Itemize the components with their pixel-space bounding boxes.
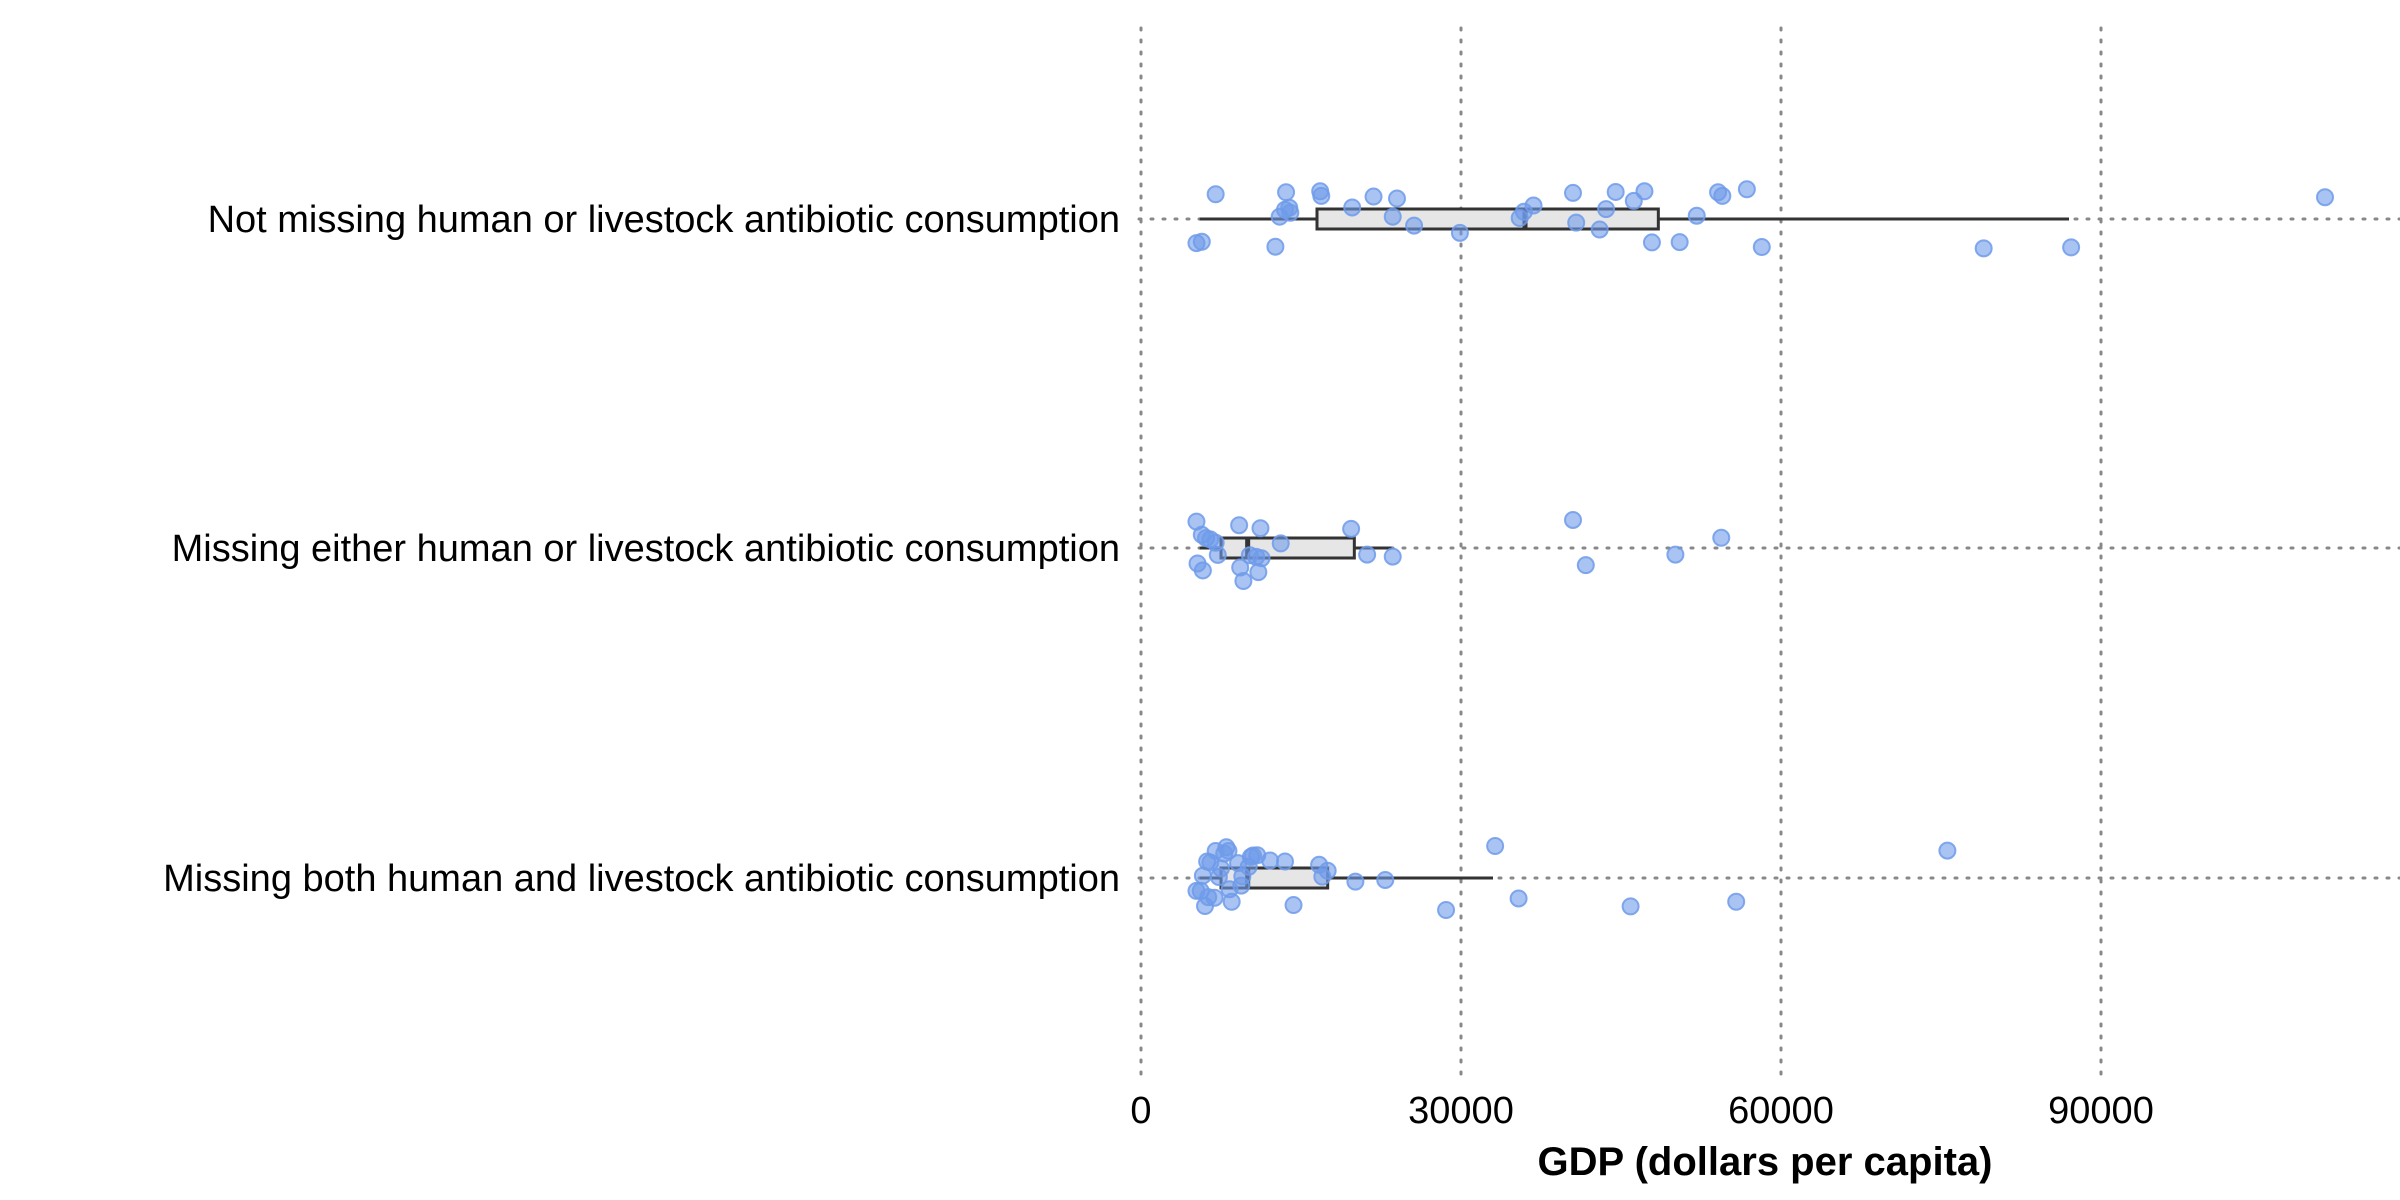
- data-point: [1452, 225, 1468, 241]
- x-axis-title: GDP (dollars per capita): [1538, 1140, 1993, 1184]
- data-point: [1526, 197, 1542, 213]
- data-point: [1194, 234, 1210, 250]
- data-point: [1754, 239, 1770, 255]
- data-point: [1377, 872, 1393, 888]
- data-point: [1282, 205, 1298, 221]
- data-point: [1511, 890, 1527, 906]
- data-point: [1254, 550, 1270, 566]
- data-point: [1598, 201, 1614, 217]
- data-point: [1568, 215, 1584, 231]
- category-label: Missing either human or livestock antibi…: [172, 528, 1120, 570]
- data-point: [1208, 186, 1224, 202]
- data-point: [1344, 199, 1360, 215]
- data-point: [1578, 557, 1594, 573]
- data-point: [1438, 902, 1454, 918]
- data-point: [1213, 860, 1229, 876]
- data-point: [1207, 890, 1223, 906]
- data-point: [1267, 239, 1283, 255]
- data-point: [1608, 184, 1624, 200]
- x-tick-label: 30000: [1408, 1090, 1514, 1132]
- data-point: [2063, 239, 2079, 255]
- x-tick-label: 0: [1130, 1090, 1151, 1132]
- data-point: [1565, 512, 1581, 528]
- data-point: [1343, 521, 1359, 537]
- data-point: [1277, 854, 1293, 870]
- data-point: [1320, 863, 1336, 879]
- data-point: [1252, 520, 1268, 536]
- data-point: [1714, 188, 1730, 204]
- data-point: [1672, 234, 1688, 250]
- data-point: [1262, 853, 1278, 869]
- data-point: [1347, 874, 1363, 890]
- data-point: [1286, 897, 1302, 913]
- data-point: [1195, 562, 1211, 578]
- data-point: [1623, 898, 1639, 914]
- data-point: [1976, 240, 1992, 256]
- x-tick-label: 60000: [1728, 1090, 1834, 1132]
- category-label: Not missing human or livestock antibioti…: [208, 199, 1120, 241]
- data-points: [1188, 181, 2333, 918]
- data-point: [1636, 183, 1652, 199]
- data-point: [1592, 222, 1608, 238]
- data-point: [1224, 894, 1240, 910]
- data-point: [1487, 838, 1503, 854]
- data-point: [1406, 218, 1422, 234]
- data-point: [1385, 209, 1401, 225]
- data-point: [1385, 549, 1401, 565]
- data-point: [1739, 181, 1755, 197]
- x-tick-label: 90000: [2048, 1090, 2154, 1132]
- data-point: [1644, 234, 1660, 250]
- data-point: [1565, 185, 1581, 201]
- data-point: [1210, 547, 1226, 563]
- data-point: [1689, 208, 1705, 224]
- data-point: [1728, 894, 1744, 910]
- data-point: [1278, 184, 1294, 200]
- data-point: [1313, 188, 1329, 204]
- data-point: [2317, 189, 2333, 205]
- data-point: [1231, 517, 1247, 533]
- data-point: [1939, 843, 1955, 859]
- data-point: [1713, 530, 1729, 546]
- category-labels: Not missing human or livestock antibioti…: [163, 199, 1120, 900]
- category-label: Missing both human and livestock antibio…: [163, 858, 1120, 900]
- data-point: [1273, 535, 1289, 551]
- data-point: [1359, 547, 1375, 563]
- data-point: [1389, 191, 1405, 207]
- data-point: [1235, 573, 1251, 589]
- x-tick-labels: 0 30000 60000 90000: [1130, 1090, 2153, 1132]
- data-point: [1667, 547, 1683, 563]
- data-point: [1366, 189, 1382, 205]
